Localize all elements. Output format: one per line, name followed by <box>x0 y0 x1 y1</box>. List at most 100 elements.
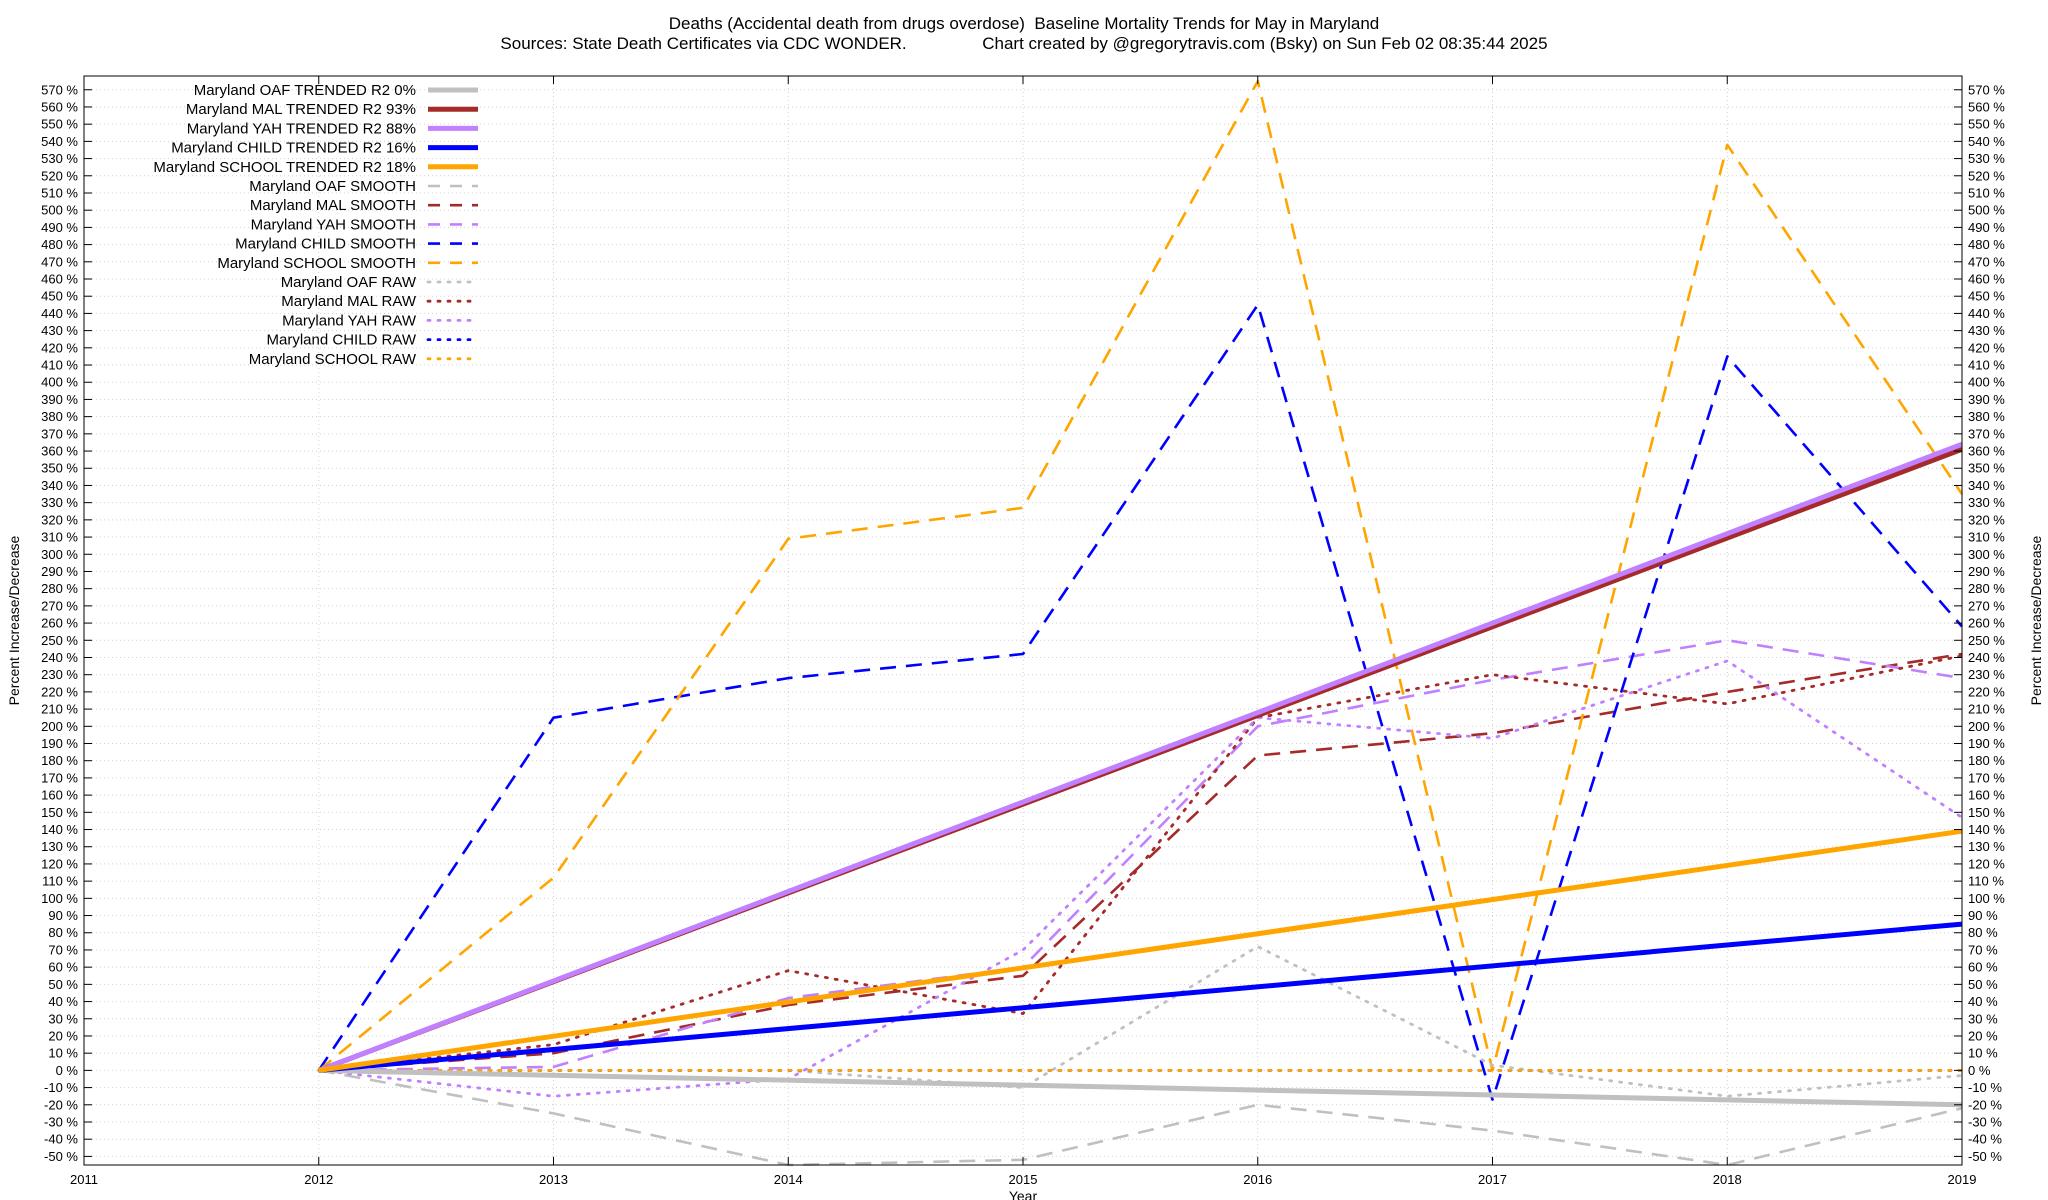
y-tick-label: -50 % <box>44 1149 78 1164</box>
y2-tick-label: 30 % <box>1968 1011 1998 1026</box>
y-tick-label: 310 % <box>41 530 78 545</box>
y2-tick-label: 320 % <box>1968 512 2005 527</box>
y-tick-label: 450 % <box>41 289 78 304</box>
legend-label: Maryland YAH RAW <box>282 312 417 329</box>
series-layer <box>317 79 1964 1167</box>
y2-tick-label: 480 % <box>1968 237 2005 252</box>
series-line-maryland-yah-trended-r2-88 <box>317 441 1963 1073</box>
y2-tick-label: -50 % <box>1968 1149 2002 1164</box>
y2-tick-label: 290 % <box>1968 564 2005 579</box>
y-tick-label: 40 % <box>48 994 78 1009</box>
y-tick-label: 330 % <box>41 495 78 510</box>
y2-tick-label: 460 % <box>1968 272 2005 287</box>
y-tick-label: 0 % <box>56 1063 79 1078</box>
y2-tick-label: 120 % <box>1968 856 2005 871</box>
y-tick-label: 370 % <box>41 426 78 441</box>
series-line-maryland-child-trended-r2-16 <box>318 921 1963 1073</box>
series-line-maryland-oaf-raw <box>317 945 1964 1098</box>
y-tick-label: -10 % <box>44 1080 78 1095</box>
y-tick-label: 390 % <box>41 392 78 407</box>
y-tick-label: 100 % <box>41 891 78 906</box>
legend-label: Maryland SCHOOL RAW <box>249 351 417 368</box>
y2-tick-label: 370 % <box>1968 426 2005 441</box>
y2-tick-label: 550 % <box>1968 117 2005 132</box>
y2-tick-label: 400 % <box>1968 375 2005 390</box>
y-tick-label: 90 % <box>48 908 78 923</box>
y-tick-label: 110 % <box>42 874 78 889</box>
y-tick-label: 510 % <box>41 185 78 200</box>
y-tick-label: -40 % <box>44 1132 78 1147</box>
y-tick-label: -30 % <box>44 1114 78 1129</box>
legend-label: Maryland SCHOOL TRENDED R2 18% <box>153 159 416 176</box>
y-tick-label: 320 % <box>41 512 78 527</box>
y-tick-label: 10 % <box>48 1046 78 1061</box>
legend-label: Maryland YAH SMOOTH <box>251 216 416 233</box>
legend-item: Maryland MAL RAW <box>281 293 480 310</box>
y2-tick-label: 250 % <box>1968 633 2005 648</box>
x-axis-label: Year <box>1009 1188 1038 1200</box>
y-tick-label: 570 % <box>41 82 78 97</box>
y-tick-label: 340 % <box>41 478 78 493</box>
y-tick-label: 270 % <box>41 598 78 613</box>
chart-title: Deaths (Accidental death from drugs over… <box>668 14 1380 33</box>
legend-item: Maryland OAF TRENDED R2 0% <box>194 82 478 99</box>
legend-label: Maryland CHILD RAW <box>267 332 417 349</box>
y-tick-label: 160 % <box>41 788 78 803</box>
legend-label: Maryland OAF RAW <box>281 274 417 291</box>
y2-tick-label: 390 % <box>1968 392 2005 407</box>
y2-tick-label: 100 % <box>1968 891 2005 906</box>
y-tick-label: 360 % <box>41 444 78 459</box>
legend-label: Maryland SCHOOL SMOOTH <box>217 255 416 272</box>
legend-label: Maryland MAL SMOOTH <box>250 197 416 214</box>
y2-tick-label: 50 % <box>1968 977 1998 992</box>
y2-tick-label: 230 % <box>1968 667 2005 682</box>
y2-axis-label: Percent Increase/Decrease <box>2028 535 2044 705</box>
legend-label: Maryland MAL TRENDED R2 93% <box>186 101 416 118</box>
series-line-maryland-child-smooth <box>317 303 1963 1101</box>
legend-item: Maryland YAH RAW <box>282 312 480 329</box>
y-tick-label: 80 % <box>48 925 78 940</box>
y-tick-label: 130 % <box>41 839 78 854</box>
y-tick-label: 290 % <box>41 564 78 579</box>
legend-item: Maryland CHILD TRENDED R2 16% <box>171 140 478 157</box>
y2-tick-label: 530 % <box>1968 151 2005 166</box>
y2-tick-label: 190 % <box>1968 736 2005 751</box>
y-axis-label: Percent Increase/Decrease <box>6 535 22 705</box>
x-tick-label: 2014 <box>774 1172 803 1187</box>
y2-tick-label: 430 % <box>1968 323 2005 338</box>
series-line-maryland-yah-smooth <box>318 638 1963 1072</box>
y2-tick-label: 0 % <box>1968 1063 1991 1078</box>
x-tick-label: 2015 <box>1009 1172 1038 1187</box>
y-tick-label: 560 % <box>41 99 78 114</box>
y2-tick-label: 170 % <box>1968 770 2005 785</box>
y2-tick-label: 70 % <box>1968 942 1998 957</box>
y2-tick-label: -40 % <box>1968 1132 2002 1147</box>
y2-tick-label: 90 % <box>1968 908 1998 923</box>
y2-tick-label: 500 % <box>1968 203 2005 218</box>
y-tick-label: 480 % <box>41 237 78 252</box>
y2-tick-label: 130 % <box>1968 839 2005 854</box>
y2-tick-label: 380 % <box>1968 409 2005 424</box>
y2-tick-label: -20 % <box>1968 1097 2002 1112</box>
y2-tick-label: 270 % <box>1968 598 2005 613</box>
legend-item: Maryland SCHOOL RAW <box>249 351 480 368</box>
legend-item: Maryland CHILD SMOOTH <box>235 236 478 253</box>
y2-tick-label: 310 % <box>1968 530 2005 545</box>
y2-tick-label: 520 % <box>1968 168 2005 183</box>
y-tick-label: 230 % <box>41 667 78 682</box>
legend: Maryland OAF TRENDED R2 0% Maryland MAL T… <box>153 82 480 368</box>
y-tick-label: 280 % <box>41 581 78 596</box>
series-line-maryland-mal-raw <box>317 654 1964 1072</box>
y2-tick-label: 240 % <box>1968 650 2005 665</box>
y-tick-label: 250 % <box>41 633 78 648</box>
y-tick-label: 400 % <box>41 375 78 390</box>
legend-label: Maryland CHILD SMOOTH <box>235 236 416 253</box>
y-tick-label: 220 % <box>41 684 78 699</box>
y2-tick-label: 200 % <box>1968 719 2005 734</box>
legend-item: Maryland OAF SMOOTH <box>249 178 478 195</box>
y2-tick-label: 560 % <box>1968 99 2005 114</box>
y-tick-label: -20 % <box>44 1097 78 1112</box>
y-tick-label: 210 % <box>41 702 78 717</box>
y2-tick-label: 570 % <box>1968 82 2005 97</box>
y-tick-label: 500 % <box>41 203 78 218</box>
